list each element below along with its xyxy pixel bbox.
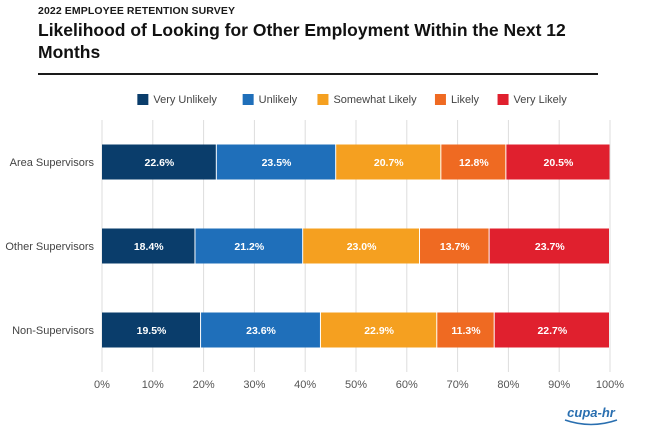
bar-segment <box>494 312 609 348</box>
data-label: 22.9% <box>364 325 394 337</box>
legend-swatch <box>137 94 149 105</box>
data-label: 19.5% <box>137 325 167 337</box>
logo-text: cupa-hr <box>567 405 616 420</box>
bar-segment <box>303 228 420 264</box>
bar-segment <box>195 228 303 264</box>
x-tick-label: 20% <box>193 379 215 391</box>
bar-segment <box>102 228 195 264</box>
bar-segment <box>489 228 609 264</box>
data-label: 13.7% <box>440 241 470 253</box>
data-label: 23.0% <box>347 241 377 253</box>
bar-segment <box>506 144 610 180</box>
chart-header: 2022 EMPLOYEE RETENTION SURVEY Likelihoo… <box>38 5 608 63</box>
category-label: Other Supervisors <box>5 241 94 253</box>
x-tick-label: 40% <box>294 379 316 391</box>
legend-swatch <box>497 94 509 105</box>
legend-label: Very Likely <box>514 94 568 106</box>
legend-label: Unlikely <box>259 94 298 106</box>
data-label: 23.6% <box>246 325 276 337</box>
data-label: 11.3% <box>451 325 481 337</box>
x-tick-label: 80% <box>497 379 519 391</box>
bar-segment <box>102 144 216 180</box>
x-tick-label: 30% <box>243 379 265 391</box>
data-label: 20.5% <box>544 157 574 169</box>
legend-label: Somewhat Likely <box>333 94 417 106</box>
x-tick-label: 0% <box>94 379 110 391</box>
data-label: 23.7% <box>535 241 565 253</box>
bar-segment <box>441 144 506 180</box>
bar-segment <box>437 312 494 348</box>
x-tick-label: 90% <box>548 379 570 391</box>
data-label: 12.8% <box>459 157 489 169</box>
legend-label: Likely <box>451 94 480 106</box>
bar-segment <box>320 312 437 348</box>
bar-segment <box>420 228 489 264</box>
x-tick-label: 70% <box>447 379 469 391</box>
data-label: 20.7% <box>374 157 404 169</box>
cupa-hr-logo: cupa-hr <box>564 405 618 426</box>
bar-segment <box>201 312 320 348</box>
x-tick-label: 60% <box>396 379 418 391</box>
data-label: 18.4% <box>134 241 164 253</box>
data-label: 21.2% <box>234 241 264 253</box>
data-label: 22.6% <box>145 157 175 169</box>
legend-swatch <box>434 94 446 105</box>
bar-segment <box>336 144 441 180</box>
title-divider <box>38 73 598 75</box>
x-tick-label: 10% <box>142 379 164 391</box>
legend-swatch <box>317 94 329 105</box>
legend-label: Very Unlikely <box>153 94 217 106</box>
x-tick-label: 50% <box>345 379 367 391</box>
legend-swatch <box>242 94 254 105</box>
survey-label: 2022 EMPLOYEE RETENTION SURVEY <box>38 5 236 17</box>
data-label: 23.5% <box>262 157 292 169</box>
bar-segment <box>102 312 201 348</box>
data-label: 22.7% <box>537 325 567 337</box>
chart-title: Likelihood of Looking for Other Employme… <box>38 20 566 62</box>
x-tick-label: 100% <box>596 379 624 391</box>
bar-segment <box>216 144 336 180</box>
category-label: Non-Supervisors <box>12 325 94 337</box>
category-label: Area Supervisors <box>10 157 95 169</box>
